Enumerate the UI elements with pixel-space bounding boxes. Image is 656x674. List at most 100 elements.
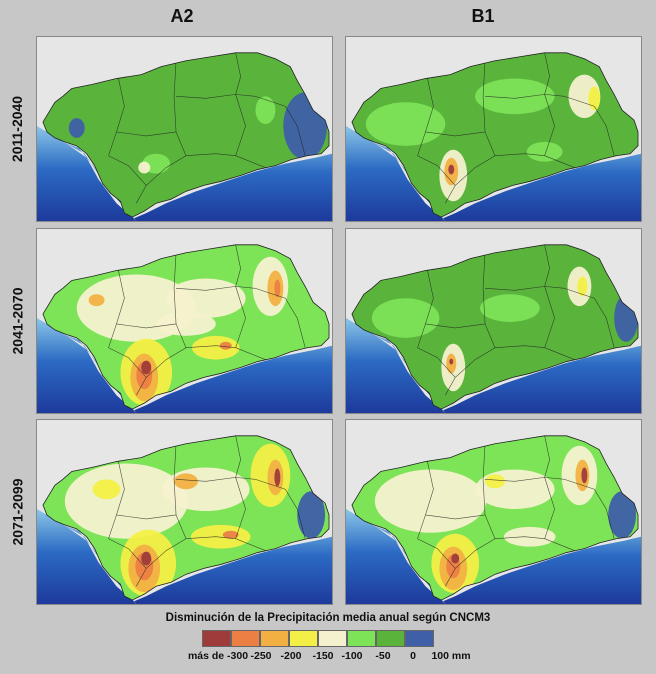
anomaly-zone [191, 335, 240, 360]
sea [37, 514, 332, 604]
province-border [176, 94, 256, 99]
province-border [235, 244, 241, 287]
anomaly-zone [255, 96, 276, 125]
province-border [235, 94, 246, 156]
anomaly-zone [138, 161, 151, 174]
legend-swatch [289, 630, 318, 647]
anomaly-zone [451, 553, 460, 564]
map-b1-2071-2099 [345, 419, 642, 605]
region-outline [42, 244, 330, 410]
province-border [417, 461, 434, 539]
province-border [255, 288, 306, 348]
region-outline [351, 244, 639, 410]
row-header-2041-2070: 2041-2070 [2, 228, 32, 414]
legend-swatch [202, 630, 231, 647]
atlantic-sea [37, 126, 137, 221]
province-border [173, 252, 187, 348]
province-border [544, 286, 555, 348]
anomaly-zone [526, 141, 563, 162]
region-outline [42, 52, 330, 218]
region-land [351, 244, 639, 410]
anomaly-zone [297, 491, 326, 539]
anomaly-zone [588, 86, 601, 111]
region-outline [351, 52, 639, 218]
map-b1-2011-2040 [345, 36, 642, 222]
row-label: 2041-2070 [9, 287, 26, 355]
province-border [564, 288, 615, 348]
atlantic-sea [37, 318, 137, 413]
legend-tick-label: 0 [410, 650, 416, 662]
map-a2-2011-2040 [36, 36, 333, 222]
province-border [173, 60, 187, 156]
province-border [136, 155, 187, 204]
sea [37, 323, 332, 413]
row-header-2071-2099: 2071-2099 [2, 419, 32, 605]
province-border [425, 514, 486, 520]
province-border [544, 244, 550, 287]
anomaly-zone [92, 479, 121, 500]
province-border [136, 347, 187, 396]
anomaly-zone [475, 469, 555, 510]
province-border [544, 94, 555, 156]
map-svg [37, 229, 332, 413]
province-border [425, 131, 486, 137]
province-border [445, 155, 496, 204]
province-border [108, 538, 147, 569]
anomaly-zone [88, 294, 105, 307]
province-border [482, 252, 496, 348]
anomaly-zone [449, 358, 454, 365]
province-border [417, 347, 456, 378]
anomaly-zone [503, 526, 556, 547]
province-border [235, 435, 241, 478]
anomaly-zone [485, 474, 505, 489]
province-border [564, 479, 615, 539]
row-label: 2071-2099 [9, 478, 26, 546]
legend-swatch [376, 630, 405, 647]
anomaly-zone [608, 491, 637, 539]
anomaly-zone [297, 304, 326, 344]
legend-title: Disminución de la Precipitación media an… [165, 612, 491, 624]
anomaly-zone [64, 463, 188, 539]
region-outline [42, 435, 330, 601]
atlantic-sea [346, 509, 446, 604]
province-border [482, 60, 496, 156]
anomaly-zone [156, 312, 216, 336]
legend-tick-label: más de -300 [187, 650, 249, 662]
atlantic-sea [37, 509, 137, 604]
province-border [255, 479, 306, 539]
province-border [485, 477, 565, 482]
anomaly-zone [274, 279, 281, 298]
province-border [544, 52, 550, 95]
province-border [417, 538, 456, 569]
province-border [185, 153, 266, 168]
province-border [173, 443, 187, 539]
anomaly-zone [274, 468, 281, 487]
region-land [351, 52, 639, 218]
province-border [185, 536, 266, 551]
anomaly-zone [581, 467, 588, 484]
map-a2-2071-2099 [36, 419, 333, 605]
province-border [485, 94, 565, 99]
map-svg [346, 37, 641, 221]
province-border [544, 477, 555, 539]
row-label: 2011-2040 [9, 95, 25, 163]
legend-swatch [347, 630, 376, 647]
anomaly-zone [475, 78, 555, 115]
anomaly-zone [141, 360, 152, 375]
province-border [494, 536, 575, 551]
anomaly-zone [480, 294, 540, 322]
anomaly-zone [222, 530, 239, 539]
province-border [417, 155, 456, 186]
province-border [235, 477, 246, 539]
column-header-b1: B1 [471, 6, 495, 26]
province-border [417, 270, 434, 348]
province-border [485, 286, 565, 291]
anomaly-zone [190, 524, 251, 549]
province-border [425, 323, 486, 329]
province-border [494, 153, 575, 168]
map-svg [37, 420, 332, 604]
province-border [417, 78, 434, 156]
legend-swatch [260, 630, 289, 647]
anomaly-zone [141, 551, 152, 566]
map-svg [346, 420, 641, 604]
